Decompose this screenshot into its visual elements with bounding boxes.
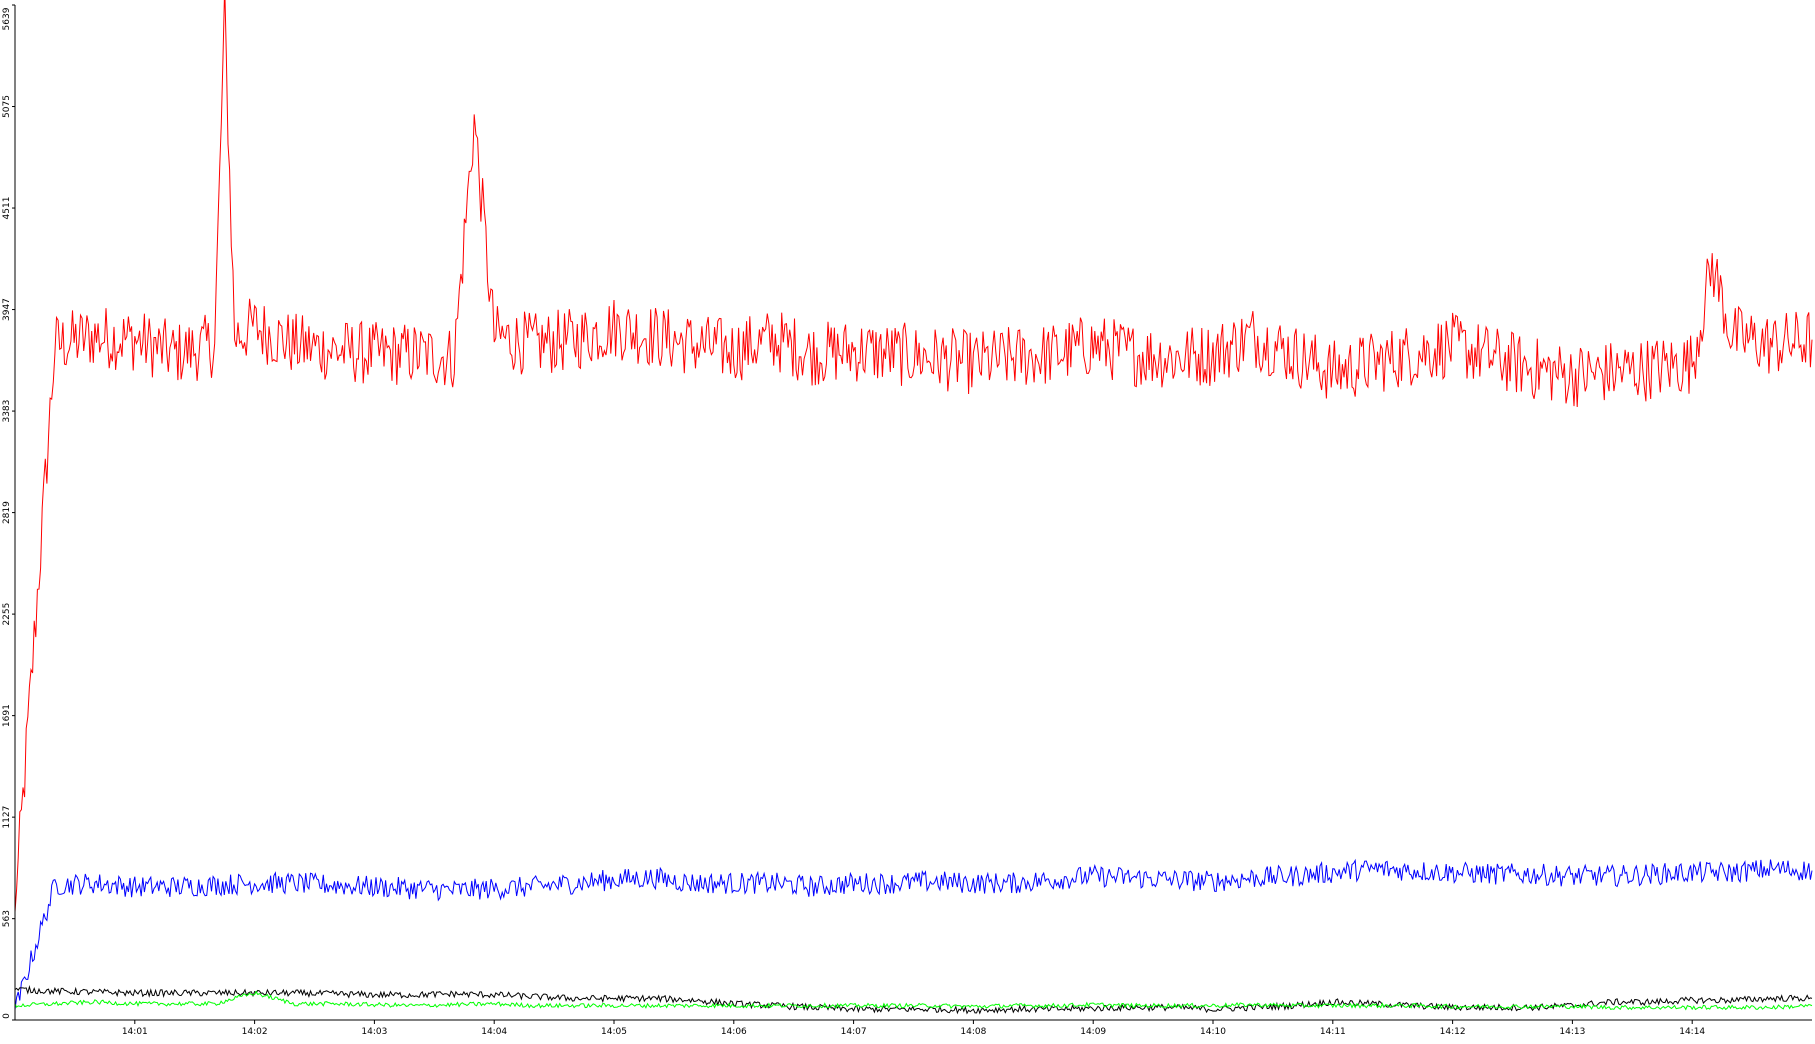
- x-tick-label: 14:05: [601, 1027, 627, 1037]
- x-axis-ticks: 14:01 14:02 14:03 14:04 14:05 14:06 14:07 14:08…: [122, 1020, 1705, 1037]
- y-tick-label: 3383: [2, 400, 12, 423]
- y-tick-label: 3947: [2, 298, 12, 321]
- axes-layer: [14, 5, 1812, 1021]
- y-tick-label: 0: [2, 1013, 12, 1019]
- y-tick-label: 1691: [2, 704, 12, 727]
- y-tick-label: 5075: [2, 95, 12, 118]
- x-tick-label: 14:08: [960, 1027, 986, 1037]
- x-tick-label: 14:03: [361, 1027, 387, 1037]
- y-tick-label: 2255: [2, 603, 12, 626]
- series-line-3: [14, 990, 1813, 1011]
- x-tick-label: 14:10: [1200, 1027, 1226, 1037]
- x-tick-label: 14:04: [481, 1027, 507, 1037]
- x-tick-label: 14:02: [242, 1027, 268, 1037]
- y-tick-label: 2819: [2, 501, 12, 524]
- x-tick-label: 14:11: [1320, 1027, 1346, 1037]
- y-tick-label: 4511: [2, 197, 12, 220]
- x-tick-label: 14:01: [122, 1027, 148, 1037]
- x-tick-label: 14:13: [1559, 1027, 1585, 1037]
- y-tick-label: 5639: [2, 7, 12, 30]
- y-axis-ticks: 0 563 1127 1691 2255 2819 3383 3947 4511 5075 5639: [2, 4, 15, 1021]
- x-tick-label: 14:14: [1679, 1027, 1705, 1037]
- y-tick-label: 1127: [2, 806, 12, 829]
- x-tick-label: 14:07: [841, 1027, 867, 1037]
- series-line-1: [14, 858, 1813, 1010]
- series-line-2: [14, 984, 1813, 1015]
- y-tick-label: 563: [2, 910, 12, 927]
- series-line-0: [14, 0, 1813, 913]
- x-tick-label: 14:12: [1440, 1027, 1466, 1037]
- series-layer: [14, 0, 1813, 1015]
- x-tick-label: 14:09: [1080, 1027, 1106, 1037]
- x-tick-label: 14:06: [721, 1027, 747, 1037]
